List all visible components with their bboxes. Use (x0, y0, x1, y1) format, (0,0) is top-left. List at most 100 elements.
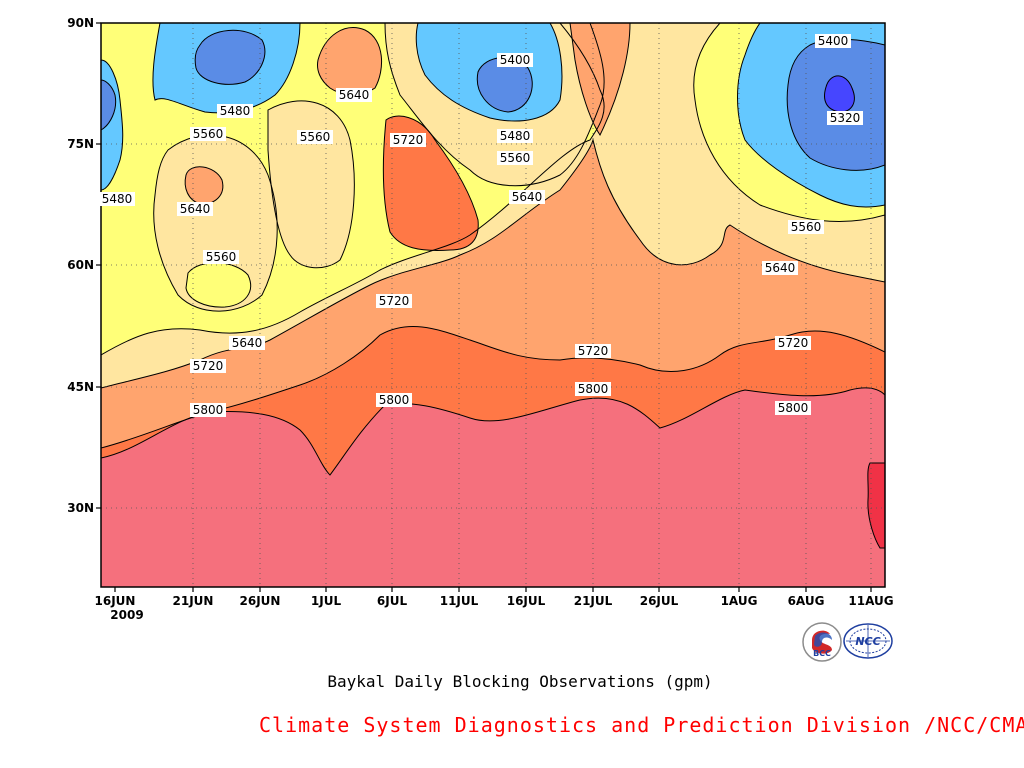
svg-text:5320: 5320 (830, 111, 861, 125)
contour-line (317, 27, 383, 95)
contour-line (101, 23, 124, 191)
x-tick-label: 26JUN (240, 594, 281, 608)
svg-text:5720: 5720 (393, 133, 424, 147)
contour-label: 5560 (297, 130, 333, 144)
contour-label: 5560 (788, 220, 824, 234)
contour-fill-region (317, 27, 382, 95)
contour-line (153, 134, 278, 312)
contour-label: 5560 (190, 127, 226, 141)
svg-text:5800: 5800 (193, 403, 224, 417)
contour-label: 5560 (497, 151, 533, 165)
contour-line (101, 326, 885, 587)
contour-label: 5800 (376, 393, 412, 407)
svg-text:5560: 5560 (206, 250, 237, 264)
contour-label: 5640 (229, 336, 265, 350)
contour-line (384, 23, 605, 187)
contour-fill-region (824, 75, 855, 112)
plot-frame (100, 22, 886, 588)
contour-line (415, 23, 563, 122)
contour-label: 5480 (497, 129, 533, 143)
y-tick-label: 30N (67, 501, 94, 515)
contour-fill-region (195, 30, 265, 85)
x-tick-label: 11JUL (440, 594, 479, 608)
x-tick-label: 1JUL (311, 594, 342, 608)
x-tick-label: 1AUG (721, 594, 758, 608)
x-axis-tick-labels: 16JUN 21JUN 26JUN 1JUL 6JUL 11JUL 16JUL 21JUL 26… (95, 594, 894, 622)
svg-text:5480: 5480 (102, 192, 133, 206)
x-tick-label: 6JUL (377, 594, 408, 608)
y-tick-label: 90N (67, 16, 94, 30)
x-tick-label: 21JUL (574, 594, 613, 608)
contour-fill-region (477, 57, 533, 112)
svg-text:5640: 5640 (180, 202, 211, 216)
svg-text:5800: 5800 (778, 401, 809, 415)
axis-ticks (96, 22, 872, 592)
contour-label: 5720 (390, 133, 426, 147)
credit-line: Climate System Diagnostics and Predictio… (259, 713, 1024, 737)
contour-label: 5800 (775, 401, 811, 415)
svg-text:5720: 5720 (379, 294, 410, 308)
svg-text:5720: 5720 (778, 336, 809, 350)
chart-caption: Baykal Daily Blocking Observations (gpm) (327, 672, 713, 691)
x-tick-label: 11AUG (848, 594, 893, 608)
bcc-logo: BCC (802, 622, 842, 662)
svg-text:5560: 5560 (300, 130, 331, 144)
x-tick-label: 16JUN (95, 594, 136, 608)
contour-label: 5480 (217, 104, 253, 118)
contour-label: 5800 (190, 403, 226, 417)
contour-line (382, 115, 479, 251)
contour-label: 5640 (177, 202, 213, 216)
svg-text:5720: 5720 (193, 359, 224, 373)
svg-text:NCC: NCC (855, 635, 880, 648)
contour-line (152, 23, 301, 114)
svg-text:5400: 5400 (500, 53, 531, 67)
grid (101, 23, 885, 587)
x-tick-label: 6AUG (788, 594, 825, 608)
contour-line (267, 100, 355, 269)
x-year-label: 2009 (110, 608, 143, 622)
y-tick-label: 45N (67, 380, 94, 394)
svg-text:5560: 5560 (500, 151, 531, 165)
svg-text:BCC: BCC (813, 649, 831, 658)
contour-fill-region (383, 116, 479, 251)
svg-text:5640: 5640 (232, 336, 263, 350)
contour-line (194, 29, 266, 85)
contour-label: 5640 (336, 88, 372, 102)
svg-text:5560: 5560 (193, 127, 224, 141)
contour-label: 5720 (190, 359, 226, 373)
contour-fill-region (570, 23, 630, 135)
contour-label: 5640 (509, 190, 545, 204)
svg-text:5400: 5400 (818, 34, 849, 48)
contour-label: 5320 (827, 111, 863, 125)
contour-line (101, 387, 885, 587)
contour-line (737, 23, 885, 208)
svg-text:5480: 5480 (500, 129, 531, 143)
contour-label: 5800 (575, 382, 611, 396)
svg-text:5480: 5480 (220, 104, 251, 118)
svg-text:5640: 5640 (765, 261, 796, 275)
contour-label: 5400 (497, 53, 533, 67)
svg-text:5800: 5800 (379, 393, 410, 407)
ncc-logo: NCC (843, 623, 893, 659)
contour-fill-region (101, 387, 885, 587)
contour-label: 5720 (376, 294, 412, 308)
contour-label: 5400 (815, 34, 851, 48)
contour-labels: 5480 5480 5560 5640 5560 5640 5720 5800 5560 5640… (99, 34, 863, 417)
contour-line (569, 23, 631, 137)
contour-line (101, 79, 117, 131)
svg-text:5560: 5560 (791, 220, 822, 234)
logos: BCC NCC (802, 622, 893, 662)
contour-label: 5720 (775, 336, 811, 350)
contour-label: 5480 (99, 192, 135, 206)
y-tick-label: 75N (67, 137, 94, 151)
contour-fill-region (153, 135, 278, 312)
y-axis-tick-labels: 30N 45N 60N 75N 90N (67, 16, 94, 515)
contour-line (184, 166, 224, 205)
svg-text:5720: 5720 (578, 344, 609, 358)
x-tick-label: 26JUL (640, 594, 679, 608)
contour-line (824, 75, 855, 113)
contour-line (786, 38, 885, 171)
x-tick-label: 16JUL (507, 594, 546, 608)
